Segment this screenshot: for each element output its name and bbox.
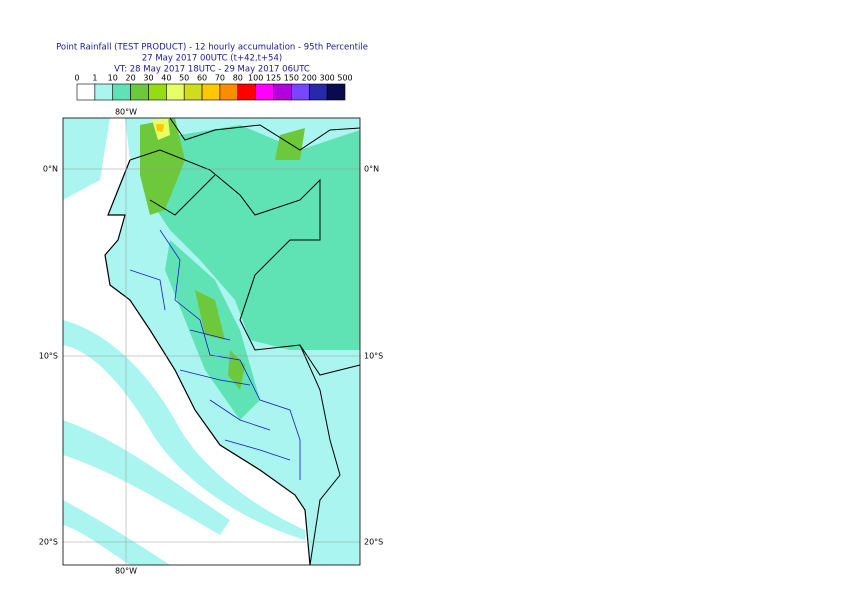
legend-swatch xyxy=(112,83,131,101)
legend-label: 10 xyxy=(108,74,118,83)
legend-label: 20 xyxy=(126,74,136,83)
legend-swatch xyxy=(201,83,221,101)
legend-label: 70 xyxy=(215,74,225,83)
legend-label: 80 xyxy=(233,74,243,83)
map: 80°W 80°W 0°N 10°S 20°S 0°N 10°S 20°S xyxy=(39,108,384,576)
legend-swatch xyxy=(130,83,149,101)
coastline xyxy=(104,159,311,566)
rain-area xyxy=(63,320,305,540)
rain-area xyxy=(63,500,170,565)
lat-label: 20°S xyxy=(364,538,383,547)
legend: 0 1 10 20 30 40 50 60 70 80 100 125 150 200 300 500 xyxy=(74,74,353,101)
lat-label: 0°N xyxy=(43,165,58,174)
legend-label: 300 xyxy=(319,74,334,83)
lat-label: 10°S xyxy=(39,352,58,361)
legend-swatch xyxy=(219,83,239,101)
legend-label: 125 xyxy=(266,74,281,83)
legend-swatch xyxy=(166,83,185,101)
legend-swatch xyxy=(76,83,96,101)
legend-label: 150 xyxy=(284,74,299,83)
base-time: 27 May 2017 00UTC (t+42,t+54) xyxy=(142,54,282,64)
legend-swatch xyxy=(326,83,346,101)
legend-label: 200 xyxy=(302,74,317,83)
legend-label: 100 xyxy=(248,74,263,83)
legend-swatch xyxy=(291,83,310,101)
rain-area xyxy=(195,128,305,390)
legend-swatch xyxy=(94,83,114,101)
lat-label: 20°S xyxy=(39,538,58,547)
rain-area xyxy=(63,420,230,535)
legend-swatch xyxy=(273,83,292,101)
legend-label: 0 xyxy=(74,74,79,83)
legend-label: 1 xyxy=(92,74,97,83)
map-border xyxy=(62,117,361,566)
legend-swatch xyxy=(183,83,203,101)
legend-swatch xyxy=(308,83,328,101)
lon-label: 80°W xyxy=(115,108,137,117)
region-border xyxy=(129,229,301,480)
legend-swatch xyxy=(237,83,256,101)
legend-label: 30 xyxy=(143,74,153,83)
legend-swatch xyxy=(255,83,274,101)
rain-area xyxy=(140,118,185,215)
rain-area xyxy=(63,118,110,200)
lat-label: 10°S xyxy=(364,352,383,361)
legend-label: 50 xyxy=(179,74,189,83)
rain-area xyxy=(150,125,360,350)
legend-label: 500 xyxy=(337,74,352,83)
lon-label: 80°W xyxy=(115,567,137,576)
country-border xyxy=(129,117,361,566)
title: Point Rainfall (TEST PRODUCT) - 12 hourl… xyxy=(56,43,368,53)
valid-time: VT: 28 May 2017 18UTC - 29 May 2017 06UT… xyxy=(114,65,310,75)
lat-label: 0°N xyxy=(364,165,379,174)
legend-label: 60 xyxy=(197,74,207,83)
legend-label: 40 xyxy=(161,74,171,83)
legend-swatch xyxy=(148,83,167,101)
rain-area xyxy=(156,124,164,132)
